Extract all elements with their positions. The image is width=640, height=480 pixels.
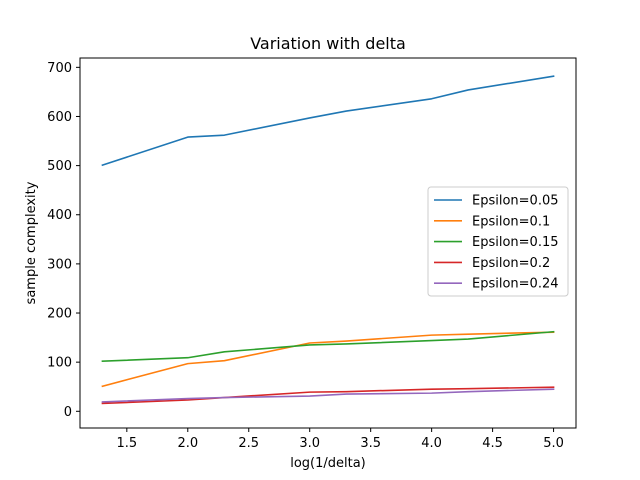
y-tick-label: 0 [64, 405, 72, 420]
y-tick-label: 600 [47, 110, 72, 125]
plot-area [101, 75, 555, 405]
legend: Epsilon=0.05 Epsilon=0.1 Epsilon=0.15 Epsil… [427, 186, 569, 297]
x-tick-label: 4.5 [482, 436, 503, 451]
x-tick-label: 2.0 [177, 436, 198, 451]
x-tick-label: 3.5 [360, 436, 381, 451]
x-tick-label: 4.0 [421, 436, 442, 451]
chart-title: Variation with delta [250, 34, 406, 53]
y-tick-label: 400 [47, 208, 72, 223]
y-tick-label: 100 [47, 356, 72, 371]
x-axis-label: log(1/delta) [290, 456, 366, 471]
legend-label-0: Epsilon=0.05 [472, 194, 559, 209]
legend-label-3: Epsilon=0.2 [472, 256, 550, 271]
series-line-2 [101, 330, 555, 363]
y-tick-label: 300 [47, 257, 72, 272]
y-tick-label: 200 [47, 307, 72, 322]
series-line-3 [101, 386, 555, 405]
y-tick-label: 500 [47, 159, 72, 174]
series-line-0 [101, 75, 555, 167]
y-tick-label: 700 [47, 61, 72, 76]
x-tick-label: 5.0 [543, 436, 564, 451]
legend-label-2: Epsilon=0.15 [472, 235, 559, 250]
y-axis-label: sample complexity [24, 181, 39, 304]
x-tick-label: 2.5 [238, 436, 259, 451]
plot-frame [79, 57, 577, 429]
legend-label-1: Epsilon=0.1 [472, 214, 550, 229]
legend-label-4: Epsilon=0.24 [472, 277, 559, 292]
x-tick-label: 3.0 [299, 436, 320, 451]
series-line-1 [101, 331, 555, 388]
series-line-4 [101, 388, 555, 403]
x-axis: 1.5 2.0 2.5 3.0 3.5 4.0 4.5 5.0 [116, 428, 564, 451]
legend-box [427, 186, 569, 297]
y-axis: 0 100 200 300 400 500 600 700 [47, 61, 80, 420]
x-tick-label: 1.5 [116, 436, 137, 451]
